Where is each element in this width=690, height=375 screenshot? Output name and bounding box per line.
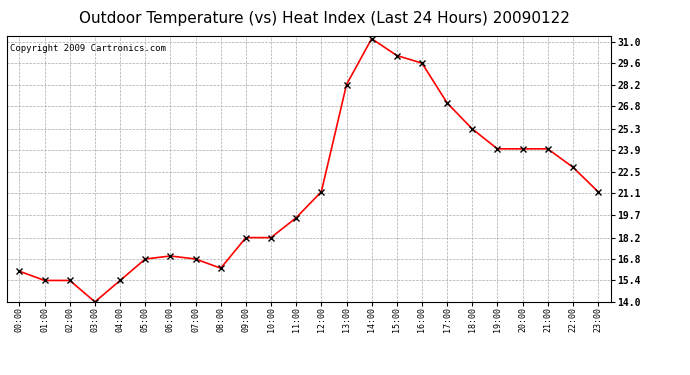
Text: Outdoor Temperature (vs) Heat Index (Last 24 Hours) 20090122: Outdoor Temperature (vs) Heat Index (Las…: [79, 11, 570, 26]
Text: Copyright 2009 Cartronics.com: Copyright 2009 Cartronics.com: [10, 44, 166, 52]
